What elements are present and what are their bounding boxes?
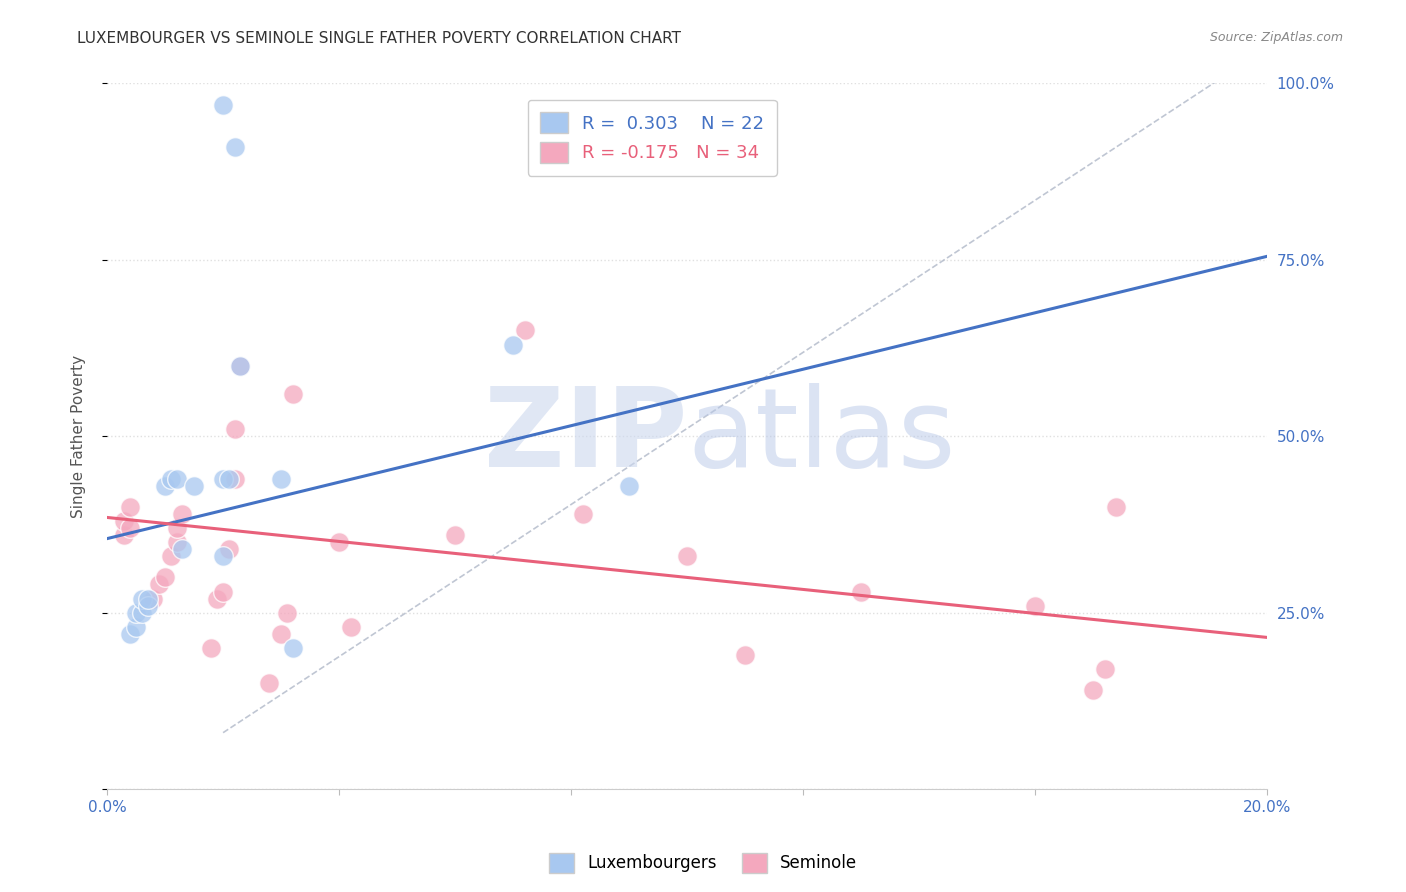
Point	[1094, 662, 1116, 676]
Point	[212, 549, 235, 564]
Point	[571, 507, 593, 521]
Point	[502, 337, 524, 351]
Point	[212, 472, 235, 486]
Point	[183, 478, 205, 492]
Point	[136, 599, 159, 613]
Point	[259, 676, 281, 690]
Point	[224, 140, 246, 154]
Point	[281, 640, 304, 655]
Point	[1024, 599, 1046, 613]
Point	[114, 528, 136, 542]
Point	[734, 648, 756, 662]
Point	[444, 528, 467, 542]
Point	[166, 535, 188, 549]
Point	[153, 570, 176, 584]
Point	[218, 542, 240, 557]
Text: ZIP: ZIP	[484, 383, 688, 490]
Y-axis label: Single Father Poverty: Single Father Poverty	[72, 355, 86, 518]
Point	[270, 627, 292, 641]
Point	[166, 472, 188, 486]
Point	[676, 549, 699, 564]
Point	[131, 606, 153, 620]
Point	[270, 472, 292, 486]
Point	[1105, 500, 1128, 514]
Point	[120, 500, 142, 514]
Point	[328, 535, 350, 549]
Point	[200, 640, 222, 655]
Point	[120, 521, 142, 535]
Point	[212, 97, 235, 112]
Point	[114, 514, 136, 528]
Point	[153, 478, 176, 492]
Point	[224, 422, 246, 436]
Legend: R =  0.303    N = 22, R = -0.175   N = 34: R = 0.303 N = 22, R = -0.175 N = 34	[527, 100, 776, 176]
Point	[142, 591, 165, 606]
Legend: Luxembourgers, Seminole: Luxembourgers, Seminole	[543, 847, 863, 880]
Point	[1081, 683, 1104, 698]
Point	[207, 591, 229, 606]
Point	[160, 472, 183, 486]
Point	[120, 627, 142, 641]
Point	[136, 591, 159, 606]
Point	[229, 359, 252, 373]
Point	[339, 620, 361, 634]
Text: LUXEMBOURGER VS SEMINOLE SINGLE FATHER POVERTY CORRELATION CHART: LUXEMBOURGER VS SEMINOLE SINGLE FATHER P…	[77, 31, 682, 46]
Point	[849, 584, 872, 599]
Point	[172, 507, 194, 521]
Point	[281, 387, 304, 401]
Point	[166, 521, 188, 535]
Point	[229, 359, 252, 373]
Text: atlas: atlas	[688, 383, 956, 490]
Point	[224, 472, 246, 486]
Point	[160, 549, 183, 564]
Point	[276, 606, 298, 620]
Point	[212, 584, 235, 599]
Text: Source: ZipAtlas.com: Source: ZipAtlas.com	[1209, 31, 1343, 45]
Point	[617, 478, 640, 492]
Point	[172, 542, 194, 557]
Point	[148, 577, 170, 591]
Point	[131, 591, 153, 606]
Point	[218, 472, 240, 486]
Point	[513, 323, 536, 337]
Point	[125, 606, 148, 620]
Point	[125, 620, 148, 634]
